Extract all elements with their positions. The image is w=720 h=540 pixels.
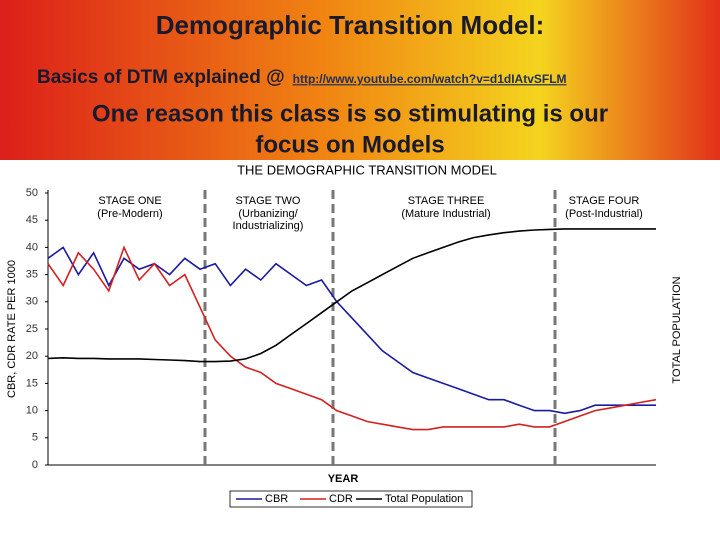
- y-tick-label: 45: [26, 214, 38, 226]
- y-tick-label: 35: [26, 269, 38, 281]
- subtitle: Basics of DTM explained @: [37, 67, 285, 88]
- legend-label: Total Population: [385, 493, 463, 505]
- stage-note: (Post-Industrial): [565, 208, 643, 220]
- x-axis-label: YEAR: [328, 473, 359, 485]
- header-background: [0, 0, 720, 160]
- series-line: [47, 245, 657, 431]
- y-tick-label: 15: [26, 377, 38, 389]
- stage-name: STAGE THREE: [408, 195, 485, 207]
- y2-axis-label: TOTAL POPULATION: [671, 276, 683, 383]
- video-link[interactable]: http://www.youtube.com/watch?v=d1dIAtvSF…: [293, 72, 567, 86]
- legend: [229, 490, 473, 508]
- y-tick-label: 30: [26, 296, 38, 308]
- body-line: One reason this class is so stimulating …: [92, 100, 608, 127]
- stage-note: (Urbanizing/: [238, 208, 298, 220]
- y-tick-label: 10: [26, 405, 38, 417]
- stage-note: Industrializing): [233, 220, 304, 232]
- y-tick-label: 20: [26, 350, 38, 362]
- series-line: [47, 228, 656, 363]
- y-tick-label: 25: [26, 323, 38, 335]
- chart-title: THE DEMOGRAPHIC TRANSITION MODEL: [237, 162, 497, 177]
- series-line: [47, 246, 656, 415]
- chart-background: [0, 160, 720, 540]
- y-tick-label: 5: [32, 432, 38, 444]
- stage-name: STAGE FOUR: [569, 195, 640, 207]
- stage-note: (Mature Industrial): [401, 208, 490, 220]
- stage-note: (Pre-Modern): [97, 208, 162, 220]
- body-line: focus on Models: [255, 131, 444, 158]
- legend-label: CDR: [329, 493, 353, 505]
- y-tick-label: 50: [26, 187, 38, 199]
- legend-label: CBR: [265, 493, 288, 505]
- stage-name: STAGE ONE: [98, 195, 161, 207]
- y-tick-label: 40: [26, 241, 38, 253]
- y-tick-label: 0: [32, 459, 38, 471]
- stage-name: STAGE TWO: [236, 195, 301, 207]
- y-axis-label: CBR, CDR RATE PER 1000: [6, 260, 18, 398]
- slide-title: Demographic Transition Model:: [156, 10, 545, 40]
